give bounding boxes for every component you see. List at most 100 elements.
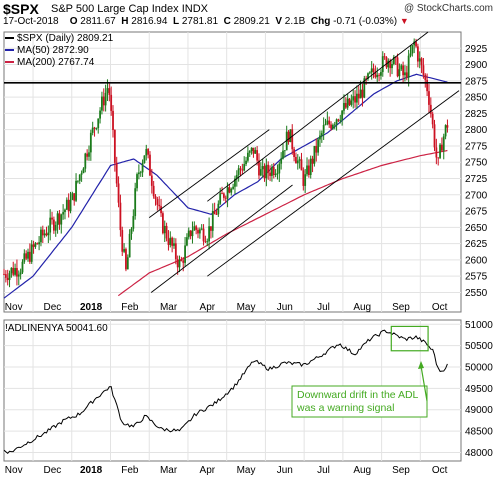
candle-body [444, 125, 447, 137]
candle-body [317, 139, 320, 153]
x-tick-label: Mar [160, 465, 178, 476]
x-tick-label: 2018 [80, 302, 103, 313]
candle-body [389, 60, 392, 69]
candle-body [126, 257, 129, 270]
candle-body [265, 164, 268, 179]
candle-body [296, 160, 299, 164]
y-tick-label: 2600 [465, 255, 488, 266]
y-tick-label: 2575 [465, 272, 488, 283]
candle-body [123, 249, 125, 252]
x-tick-label: Apr [200, 302, 216, 313]
candle-body [178, 260, 181, 268]
candle-body [230, 188, 233, 193]
candle-body [25, 253, 28, 259]
candle-body [261, 166, 264, 170]
candle-body [387, 60, 390, 68]
candle-body [171, 237, 174, 246]
candle-body [311, 158, 314, 164]
annotation-arrow-head [418, 361, 424, 369]
trend-channel-line [150, 184, 293, 293]
candle-body [350, 100, 353, 105]
candle-body [163, 225, 166, 234]
candle-body [280, 158, 283, 164]
candle-body [173, 243, 175, 246]
x-tick-label: Oct [432, 302, 448, 313]
candle-body [8, 273, 11, 281]
trend-channel-line [148, 129, 270, 218]
candle-body [374, 72, 377, 78]
candle-body [32, 244, 35, 247]
volume-value: 2.1B [284, 16, 306, 27]
candle-body [69, 199, 72, 212]
candle-body [136, 174, 138, 189]
candle-body [282, 150, 284, 159]
candle-body [424, 74, 427, 80]
candle-body [343, 103, 345, 111]
candle-body [200, 228, 203, 230]
candle-body [102, 96, 105, 106]
candle-body [431, 113, 434, 125]
candle-body [134, 188, 137, 217]
exchange-label: INDX [181, 3, 208, 15]
candle-body [402, 65, 405, 76]
candle-body [392, 56, 395, 65]
candle-body [152, 185, 155, 197]
candle-body [298, 159, 301, 161]
candle-body [248, 151, 251, 153]
y-tick-label: 2850 [465, 93, 488, 104]
candle-body [435, 147, 438, 158]
candle-body [14, 268, 16, 275]
x-tick-label: Jul [317, 302, 330, 313]
candle-body [10, 267, 13, 274]
candle-body [254, 150, 257, 154]
high-label: H [121, 16, 129, 27]
candle-body [128, 233, 131, 258]
candle-body [17, 274, 20, 277]
candle-body [291, 129, 294, 150]
candle-body [108, 88, 111, 95]
candle-body [439, 144, 441, 158]
candle-body [246, 152, 249, 161]
candle-body [315, 145, 318, 153]
x-tick-label: May [237, 465, 256, 476]
candle-body [274, 173, 277, 176]
y-tick-label: 48500 [465, 427, 493, 438]
candle-body [381, 56, 384, 73]
candle-body [80, 173, 83, 175]
y-tick-label: 2700 [465, 190, 488, 201]
candle-body [356, 93, 358, 103]
price-swatch-icon [5, 37, 14, 40]
candle-body [213, 211, 216, 215]
candle-body [363, 78, 366, 98]
candle-body [132, 216, 135, 229]
adl-title: !ADLINENYA 50041.60 [5, 323, 108, 334]
candle-body [215, 214, 218, 215]
candle-body [426, 79, 429, 92]
candle-body [19, 272, 22, 275]
candle-body [326, 120, 329, 125]
candle-body [259, 169, 262, 176]
candle-body [110, 94, 113, 111]
ohlc-row: 17-Oct-2018 O 2811.67 H 2816.94 L 2781.8… [3, 16, 409, 27]
candle-body [45, 233, 48, 236]
candle-body [331, 124, 334, 129]
candle-body [36, 243, 39, 245]
candle-body [346, 98, 349, 108]
low-label: L [172, 16, 180, 27]
candle-body [186, 237, 188, 246]
y-tick-label: 49500 [465, 384, 493, 395]
candle-body [77, 180, 79, 182]
candle-body [411, 45, 414, 54]
candle-body [3, 273, 5, 275]
y-tick-label: 2625 [465, 239, 488, 250]
x-tick-label: Oct [432, 465, 448, 476]
candle-body [237, 168, 240, 175]
ticker-symbol: $SPX [3, 1, 39, 17]
candle-body [189, 230, 192, 237]
y-tick-label: 2775 [465, 141, 488, 152]
candle-body [43, 233, 46, 236]
y-tick-label: 2550 [465, 288, 488, 299]
candle-body [104, 92, 107, 106]
x-tick-label: Nov [5, 302, 23, 313]
index-name: S&P 500 Large Cap Index INDX [51, 3, 208, 15]
